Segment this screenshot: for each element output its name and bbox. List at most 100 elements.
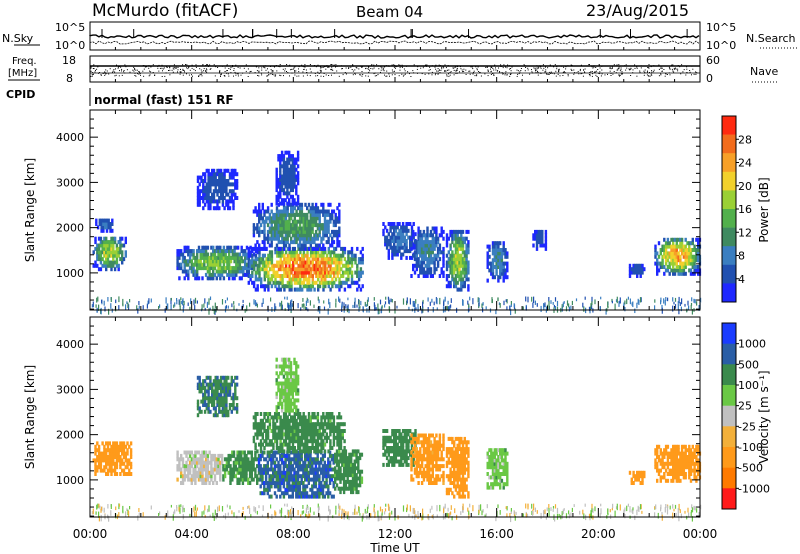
freq-dot: [669, 74, 671, 76]
freq-dot: [510, 70, 512, 72]
freq-dot: [372, 68, 374, 70]
freq-dot: [437, 73, 439, 75]
freq-dot: [143, 75, 145, 77]
freq-dot: [374, 75, 376, 77]
freq-dot: [426, 64, 428, 66]
freq-dot: [327, 66, 329, 68]
freq-dot: [542, 69, 544, 71]
freq-dot: [134, 68, 136, 70]
freq-dot: [368, 66, 370, 68]
freq-dot: [599, 71, 601, 73]
freq-dot: [393, 64, 395, 66]
freq-dot: [598, 72, 600, 74]
freq-dot: [601, 65, 603, 67]
freq-dot: [544, 71, 546, 73]
freq-dot: [309, 68, 311, 70]
freq-dot: [442, 66, 444, 68]
freq-dot: [358, 68, 360, 70]
freq-dot: [164, 75, 166, 77]
freq-dot: [124, 64, 126, 66]
freq-dot: [629, 69, 630, 71]
freq-dot: [186, 67, 188, 69]
freq-dot: [613, 64, 615, 66]
freq-dot: [589, 75, 591, 77]
freq-dot: [619, 74, 621, 76]
velocity-region: [252, 412, 346, 454]
freq-dot: [97, 66, 99, 68]
freq-dot: [383, 68, 385, 70]
freq-dot: [465, 74, 467, 75]
freq-dot: [563, 66, 565, 68]
freq-dot: [476, 68, 478, 70]
velocity-cbar-frame: [721, 322, 737, 510]
freq-dot: [328, 66, 330, 68]
freq-dot: [191, 74, 192, 76]
freq-dot: [298, 71, 300, 73]
freq-dot: [672, 64, 674, 66]
freq-dot: [447, 69, 448, 71]
freq-dot: [179, 71, 181, 73]
freq-dot: [428, 73, 430, 75]
freq-dot: [434, 74, 436, 76]
freq-dot: [546, 72, 547, 74]
freq-dot: [617, 69, 619, 71]
freq-dot: [227, 73, 229, 75]
freq-dot: [595, 67, 597, 68]
freq-dot: [644, 69, 646, 71]
freq-dot: [202, 64, 204, 65]
freq-dot: [558, 70, 560, 71]
freq-dot: [220, 75, 221, 77]
freq-dot: [391, 74, 393, 76]
freq-dot: [235, 64, 237, 66]
freq-dot: [266, 75, 268, 77]
freq-dot: [647, 70, 648, 72]
freq-dot: [509, 68, 511, 70]
velocity-cbar-swatch: [722, 467, 736, 489]
freq-dot: [245, 64, 247, 66]
freq-dot: [380, 66, 382, 68]
freq-dot: [381, 67, 383, 69]
freq-dot: [651, 74, 653, 76]
freq-dot: [658, 75, 660, 77]
freq-dot: [169, 74, 171, 76]
freq-dot: [445, 70, 447, 72]
freq-dot: [235, 74, 237, 76]
freq-dot: [108, 73, 110, 75]
freq-dot: [609, 67, 611, 69]
freq-dot: [487, 69, 489, 71]
freq-dot: [643, 70, 645, 72]
power-cbar-swatch: [722, 227, 736, 247]
freq-dot: [438, 64, 440, 66]
velocity-cbar-tick-label: -100: [738, 441, 763, 454]
freq-dot: [510, 73, 512, 75]
freq-dot: [597, 69, 599, 70]
freq-dot: [378, 68, 380, 70]
freq-dot: [660, 74, 662, 76]
freq-dot: [206, 69, 208, 71]
freq-dot: [319, 69, 321, 71]
velocity-region: [486, 448, 509, 490]
freq-dot: [95, 69, 96, 71]
freq-dot: [516, 75, 518, 77]
freq-dot: [258, 75, 260, 77]
freq-dot: [501, 66, 503, 67]
freq-dot: [109, 68, 111, 70]
freq-dot: [535, 69, 537, 71]
freq-dot: [121, 68, 123, 70]
freq-dot: [284, 70, 286, 72]
freq-dot: [106, 70, 108, 72]
freq-dot: [205, 68, 207, 70]
freq-dot: [389, 75, 390, 77]
freq-right-tick-bottom: 0: [706, 72, 713, 85]
freq-dot: [669, 67, 671, 69]
freq-dot: [224, 75, 226, 77]
freq-dot: [137, 73, 139, 75]
freq-dot: [621, 73, 622, 75]
freq-dot: [565, 66, 567, 68]
power-region: [176, 245, 258, 281]
freq-dot: [205, 70, 207, 72]
freq-dot: [399, 69, 401, 71]
freq-dot: [502, 67, 504, 69]
freq-dot: [387, 65, 389, 67]
freq-dot: [325, 66, 327, 67]
